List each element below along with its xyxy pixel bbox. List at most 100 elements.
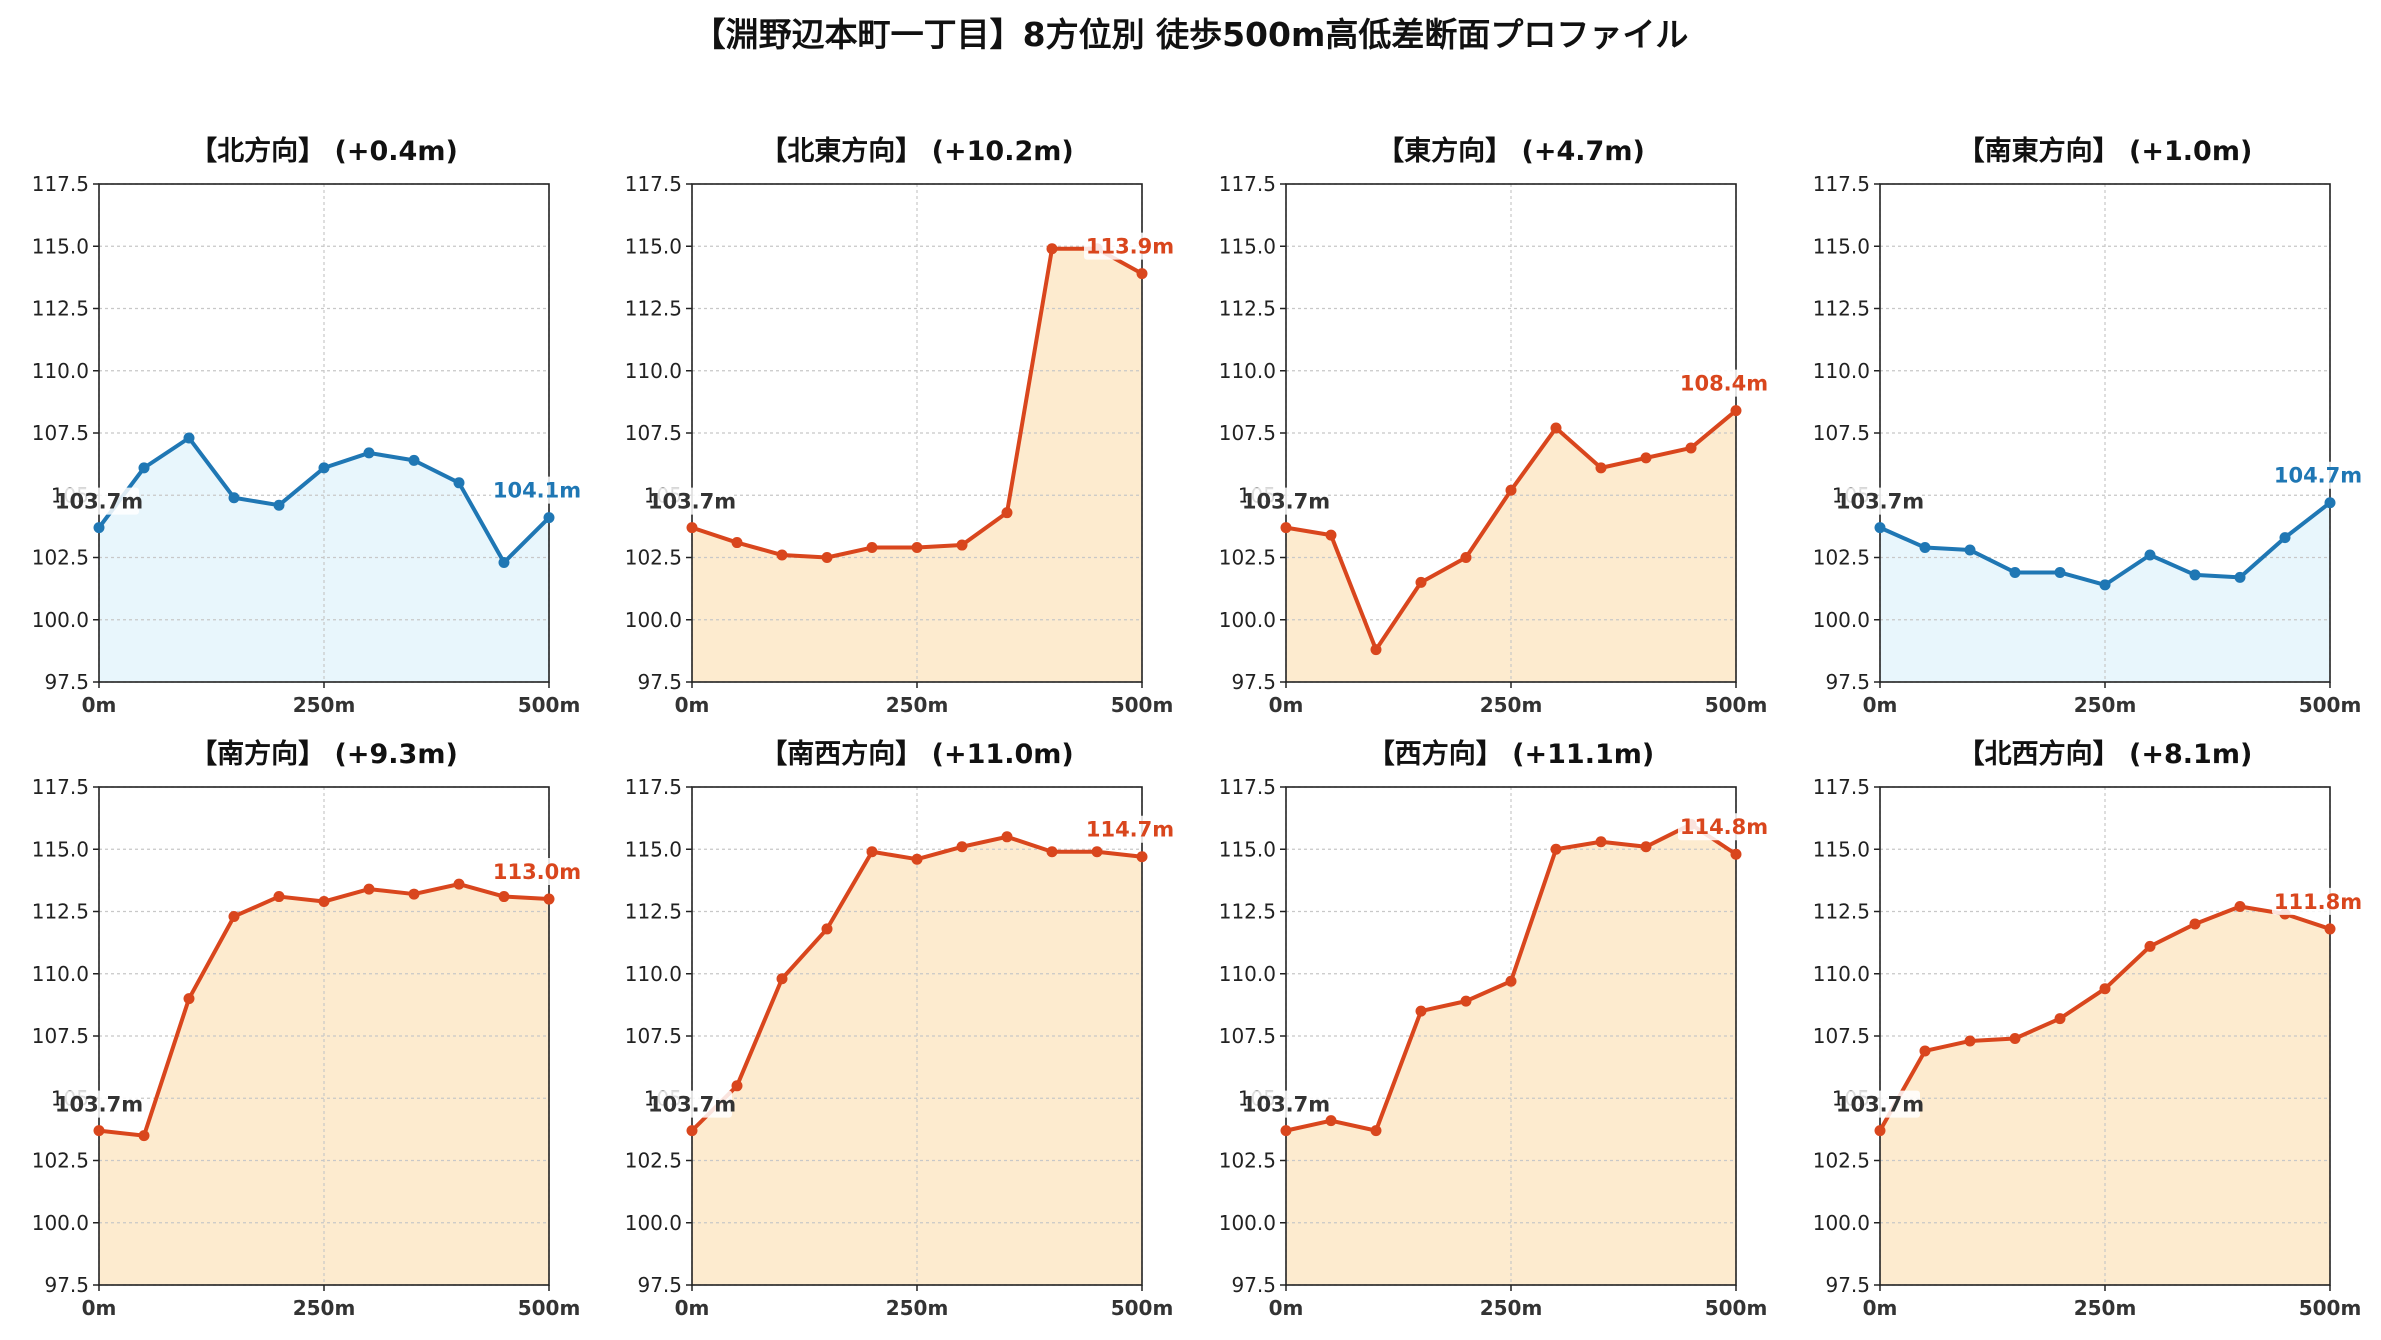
- x-tick-label: 0m: [1269, 1296, 1304, 1320]
- x-tick-label: 0m: [675, 693, 710, 717]
- data-point: [911, 853, 923, 865]
- y-tick-label: 107.5: [625, 421, 682, 445]
- data-point: [1091, 846, 1103, 858]
- y-tick-label: 97.5: [44, 670, 89, 694]
- x-tick-label: 500m: [1111, 1296, 1174, 1320]
- x-tick-label: 250m: [1480, 693, 1543, 717]
- data-point: [1370, 1125, 1382, 1137]
- data-point: [2099, 983, 2111, 995]
- area-fill: [692, 248, 1142, 683]
- data-point: [1325, 529, 1337, 541]
- y-tick-label: 115.0: [32, 837, 89, 861]
- y-tick-label: 112.5: [32, 297, 89, 321]
- data-point: [1046, 243, 1058, 255]
- data-point: [866, 846, 878, 858]
- end-label-bg: [1084, 232, 1176, 260]
- x-tick-label: 250m: [886, 693, 949, 717]
- data-point: [1919, 1045, 1931, 1057]
- plot-frame: [1879, 786, 2331, 1286]
- panel-5: 【南西方向】 (+11.0m)97.5100.0102.5105107.5110…: [625, 738, 1176, 1320]
- end-label-bg: [491, 858, 583, 886]
- y-tick-label: 115.0: [32, 234, 89, 258]
- data-point: [776, 973, 788, 985]
- data-point: [93, 1125, 105, 1137]
- y-tick-label: 115.0: [625, 837, 682, 861]
- panel-title: 【西方向】 (+11.1m): [1368, 738, 1654, 770]
- y-tick-label: 97.5: [1231, 1273, 1276, 1297]
- plot-frame: [98, 786, 550, 1286]
- y-tick-label: 100.0: [1219, 1211, 1276, 1235]
- data-point: [821, 923, 833, 935]
- start-label-bg: [59, 1090, 139, 1118]
- panel-7: 【北西方向】 (+8.1m)97.5100.0102.5105107.5110.…: [1813, 738, 2364, 1320]
- start-label-bg: [1840, 1090, 1920, 1118]
- plot-frame: [1285, 786, 1737, 1286]
- y-tick-label: 100.0: [1813, 1211, 1870, 1235]
- y-tick-label: 115.0: [1813, 837, 1870, 861]
- data-point: [138, 1130, 150, 1142]
- y-tick-label: 107.5: [1813, 421, 1870, 445]
- y-tick-label: 110.0: [625, 359, 682, 383]
- data-point: [228, 910, 240, 922]
- data-point: [408, 454, 420, 466]
- start-label: 103.7m: [648, 1093, 736, 1117]
- data-point: [1325, 1115, 1337, 1127]
- start-label: 103.7m: [1836, 1093, 1924, 1117]
- data-point: [2144, 940, 2156, 952]
- figure-title: 【淵野辺本町一丁目】8方位別 徒歩500m高低差断面プロファイル: [692, 15, 1689, 54]
- data-point: [866, 542, 878, 554]
- data-point: [2324, 923, 2336, 935]
- plot-frame: [1285, 183, 1737, 683]
- y-tick-label: 102.5: [625, 1149, 682, 1173]
- data-point: [1136, 851, 1148, 863]
- data-point: [1874, 522, 1886, 534]
- y-tick-label: 112.5: [625, 297, 682, 321]
- data-point: [956, 539, 968, 551]
- data-point: [1550, 843, 1562, 855]
- y-tick-label: 117.5: [1219, 775, 1276, 799]
- x-tick-label: 0m: [1863, 693, 1898, 717]
- data-point: [1370, 644, 1382, 656]
- x-tick-label: 500m: [518, 693, 581, 717]
- y-tick-label: 110.0: [1813, 359, 1870, 383]
- data-point: [498, 556, 510, 568]
- data-point: [1280, 1125, 1292, 1137]
- data-point: [1505, 484, 1517, 496]
- y-tick-label: 110.0: [1219, 359, 1276, 383]
- data-point: [93, 522, 105, 534]
- y-tick-label: 107.5: [1219, 421, 1276, 445]
- data-point: [2189, 918, 2201, 930]
- data-point: [1460, 995, 1472, 1007]
- data-point: [2234, 571, 2246, 583]
- start-label-bg: [1840, 487, 1920, 515]
- start-label-bg: [1246, 487, 1326, 515]
- data-point: [273, 891, 285, 903]
- y-tick-label: 110.0: [1219, 962, 1276, 986]
- y-tick-label: 100.0: [32, 1211, 89, 1235]
- data-point: [2234, 901, 2246, 913]
- plot-frame: [691, 183, 1143, 683]
- area-fill: [99, 884, 549, 1285]
- x-tick-label: 500m: [2299, 1296, 2362, 1320]
- data-point: [1874, 1125, 1886, 1137]
- y-tick-label: 110.0: [32, 962, 89, 986]
- data-point: [821, 552, 833, 563]
- data-point: [2054, 1013, 2066, 1025]
- data-point: [2279, 532, 2291, 544]
- y-tick-label: 97.5: [1825, 670, 1870, 694]
- x-tick-label: 250m: [293, 1296, 356, 1320]
- y-tick-label: 100.0: [1813, 608, 1870, 632]
- data-point: [1964, 544, 1976, 556]
- data-point: [2324, 497, 2336, 509]
- end-label: 113.0m: [493, 860, 581, 884]
- end-label: 111.8m: [2274, 890, 2362, 914]
- area-fill: [99, 437, 549, 682]
- y-tick-label: 97.5: [44, 1273, 89, 1297]
- data-point: [1595, 462, 1607, 474]
- data-point: [1595, 836, 1607, 848]
- data-point: [686, 522, 698, 534]
- start-label: 103.7m: [1242, 490, 1330, 514]
- area-fill: [1286, 824, 1736, 1285]
- data-point: [1415, 1005, 1427, 1017]
